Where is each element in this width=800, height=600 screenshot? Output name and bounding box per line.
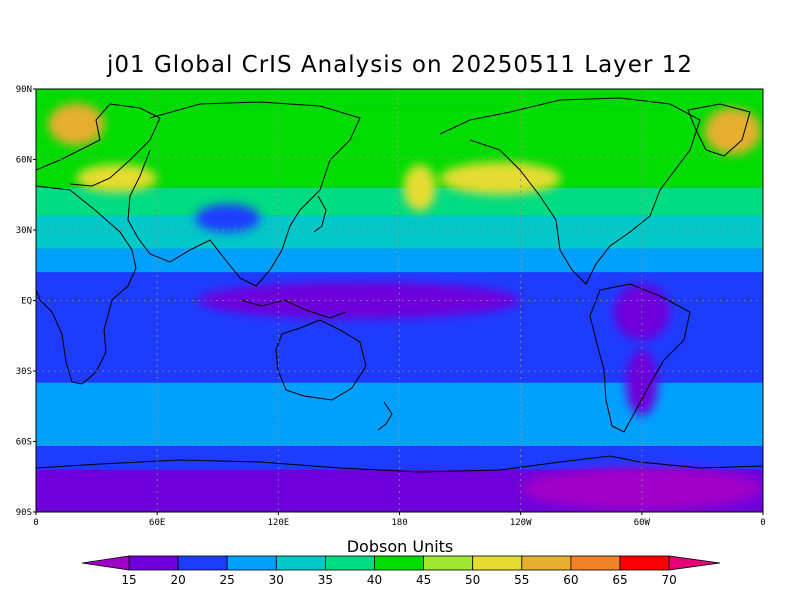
colorbar-tick-label: 65 [612, 573, 627, 587]
colorbar-tick-label: 25 [220, 573, 235, 587]
colorbar-labels: 15 20 25 30 35 40 45 50 55 60 65 70 [121, 573, 676, 587]
field-patch [403, 164, 436, 212]
field-patch [195, 204, 261, 233]
map-title: j01 Global CrIS Analysis on 20250511 Lay… [107, 52, 693, 78]
lat-tick-label: 90N [16, 85, 32, 95]
lat-tick-label: 90S [16, 508, 32, 518]
lat-tick-label: 60S [16, 438, 32, 448]
field-patch [704, 107, 761, 155]
lon-tick-label: 120W [510, 518, 532, 528]
field-band [36, 215, 763, 249]
colorbar-box [374, 555, 424, 571]
lat-tick-label: EQ [21, 297, 32, 307]
field-patch [625, 349, 658, 416]
coastlines [36, 97, 763, 473]
colorbar-title: Dobson Units [346, 537, 454, 556]
colorbar-box [324, 555, 375, 571]
graticule [36, 89, 763, 512]
colorbar-box [423, 555, 474, 571]
colorbar-tick-label: 30 [269, 573, 284, 587]
field-patch [48, 103, 105, 146]
lon-tick-label: 120E [267, 518, 289, 528]
colorbar-tick-label: 70 [661, 573, 676, 587]
field-patch [76, 164, 158, 193]
field-patch [439, 161, 562, 195]
lon-tick-label: 0 [760, 518, 765, 528]
field-patch [520, 467, 763, 510]
colorbar-tick-label: 50 [465, 573, 480, 587]
lat-tick-label: 60N [16, 156, 32, 166]
colorbar-tick-label: 45 [416, 573, 431, 587]
colorbar-box [177, 555, 228, 571]
colorbar-box [570, 555, 621, 571]
colorbar-box [128, 555, 179, 571]
lon-tick-label: 0 [33, 518, 38, 528]
colorbar-box [472, 555, 523, 571]
colorbar-low-arrow [81, 555, 130, 571]
colorbar-tick-label: 20 [170, 573, 185, 587]
colorbar-tick-label: 55 [514, 573, 529, 587]
colorbar-box [226, 555, 277, 571]
field-patch [197, 281, 521, 320]
lon-tick-label: 180 [391, 518, 407, 528]
field-patches [48, 103, 763, 510]
colorbar-tick-label: 60 [563, 573, 578, 587]
colorbar-box [521, 555, 572, 571]
colorbar-tick-label: 40 [367, 573, 382, 587]
latitude-labels: 90N 60N 30N EQ 30S 60S 90S [16, 85, 36, 518]
colorbar-box [619, 555, 670, 571]
lat-tick-label: 30S [16, 367, 32, 377]
longitude-labels: 0 60E 120E 180 120W 60W 0 [33, 512, 766, 528]
colorbar-box [275, 555, 326, 571]
lat-tick-label: 30N [16, 226, 32, 236]
field-band [36, 89, 763, 106]
lon-tick-label: 60W [634, 518, 651, 528]
colorbar-tick-label: 15 [121, 573, 136, 587]
lon-tick-label: 60E [149, 518, 165, 528]
colorbar [81, 555, 721, 571]
field-band [36, 248, 763, 273]
field-band [36, 446, 763, 470]
colorbar-tick-label: 35 [318, 573, 333, 587]
colorbar-high-arrow [668, 555, 721, 571]
